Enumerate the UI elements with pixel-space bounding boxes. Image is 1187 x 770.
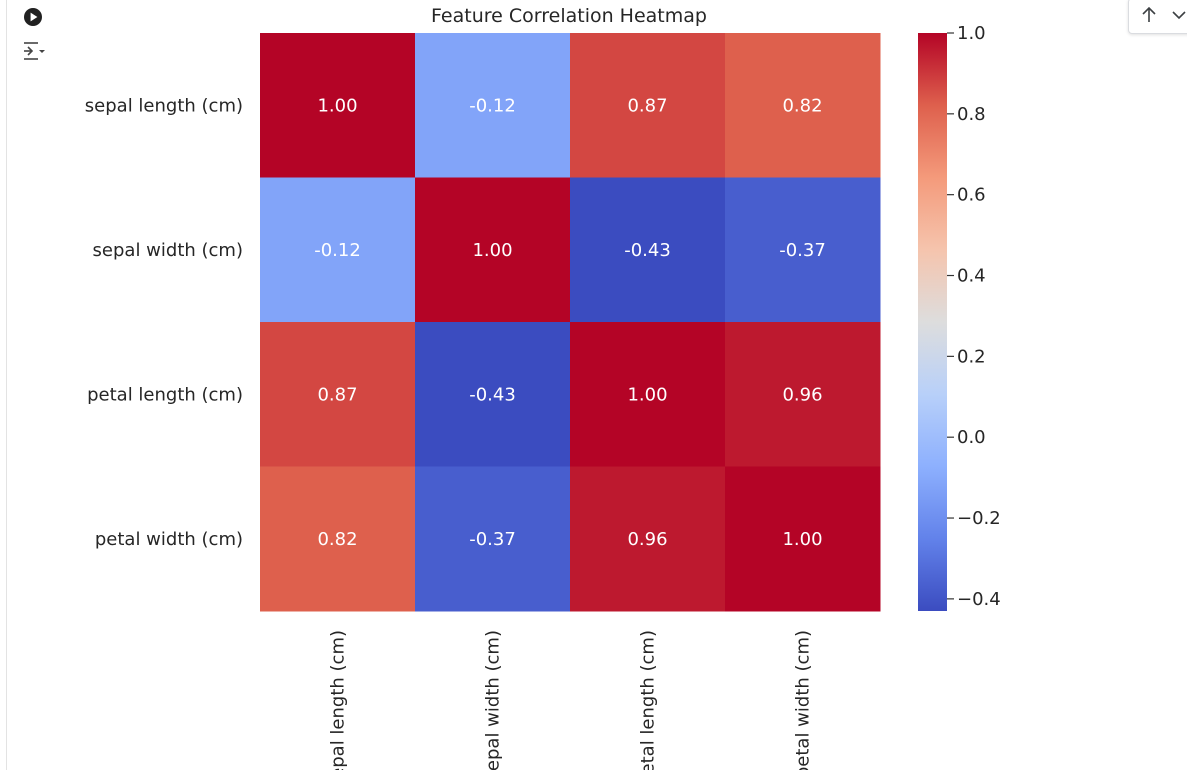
cell-gutter	[6, 0, 7, 770]
output-settings-icon	[24, 42, 45, 60]
cell-value-label: -0.12	[469, 95, 516, 116]
colorbar-tick-label: 0.4	[957, 266, 986, 287]
heatmap-cell	[570, 33, 726, 178]
heatmap-cell	[260, 33, 416, 178]
column-label: sepal width (cm)	[483, 630, 504, 770]
row-label: petal width (cm)	[95, 529, 243, 550]
colorbar-tick-label: −0.4	[957, 589, 1001, 610]
chevron-down-icon	[1172, 11, 1186, 20]
column-label: sepal length (cm)	[328, 630, 349, 770]
play-circle-icon	[24, 8, 42, 26]
heatmap-cell	[415, 177, 571, 323]
heatmap-cell	[725, 33, 881, 178]
cell-value-label: -0.37	[779, 240, 826, 261]
cell-value-label: 1.00	[627, 384, 667, 405]
heatmap-cell	[260, 177, 416, 323]
cell-value-label: -0.43	[624, 240, 671, 261]
heatmap-cell	[260, 322, 416, 467]
arrow-up-icon	[1142, 6, 1156, 22]
row-label: sepal length (cm)	[85, 95, 243, 116]
colorbar-tick-label: 0.6	[957, 185, 986, 206]
chart-title: Feature Correlation Heatmap	[431, 5, 707, 27]
heatmap-cell	[415, 322, 571, 467]
cell-value-label: 0.87	[627, 95, 667, 116]
cell-value-label: 0.96	[782, 384, 822, 405]
row-label: petal length (cm)	[87, 384, 243, 405]
colorbar-gradient	[918, 33, 947, 611]
heatmap-cell	[725, 177, 881, 323]
cell-value-label: 1.00	[472, 240, 512, 261]
more-cell-actions-button[interactable]	[1167, 3, 1187, 27]
heatmap-cell	[570, 466, 726, 612]
heatmap-cell	[725, 466, 881, 612]
column-label: petal length (cm)	[638, 630, 659, 770]
cell-value-label: 1.00	[782, 529, 822, 550]
cell-value-label: 0.82	[317, 529, 357, 550]
colorbar-tick-label: 0.0	[957, 427, 986, 448]
heatmap-cell	[415, 466, 571, 612]
cell-value-label: -0.37	[469, 529, 516, 550]
cell-value-label: 0.87	[317, 384, 357, 405]
colorbar: 1.0 0.8 0.6 0.4 0.2 0.0 −0.2 −0.4	[918, 23, 1001, 611]
cell-value-label: 0.96	[627, 529, 667, 550]
cell-value-label: -0.43	[469, 384, 516, 405]
colorbar-ticks: 1.0 0.8 0.6 0.4 0.2 0.0 −0.2 −0.4	[947, 23, 1001, 610]
column-label: petal width (cm)	[793, 630, 814, 770]
colorbar-tick-label: 1.0	[957, 23, 986, 44]
cell-value-label: 1.00	[317, 95, 357, 116]
heatmap-cells: 1.00 -0.12 0.87 0.82 -0.12 1.00 -0.43 -0.37 0.87…	[260, 33, 881, 612]
colorbar-tick-label: 0.2	[957, 346, 986, 367]
colorbar-tick-label: −0.2	[957, 508, 1001, 529]
heatmap-cell	[415, 33, 571, 178]
cell-value-label: -0.12	[314, 240, 361, 261]
heatmap-cell	[260, 466, 416, 612]
row-label: sepal width (cm)	[93, 240, 243, 261]
heatmap-cell	[570, 322, 726, 467]
cell-value-label: 0.82	[782, 95, 822, 116]
heatmap-cell	[570, 177, 726, 323]
colorbar-tick-label: 0.8	[957, 104, 986, 125]
heatmap-cell	[725, 322, 881, 467]
row-labels: sepal length (cm) sepal width (cm) petal l…	[85, 95, 243, 550]
output-options-button[interactable]	[22, 39, 46, 63]
run-cell-button[interactable]	[23, 7, 43, 27]
move-cell-up-button[interactable]	[1137, 3, 1161, 27]
column-labels: sepal length (cm) sepal width (cm) petal l…	[328, 630, 814, 770]
cell-toolbar	[1128, 0, 1187, 34]
